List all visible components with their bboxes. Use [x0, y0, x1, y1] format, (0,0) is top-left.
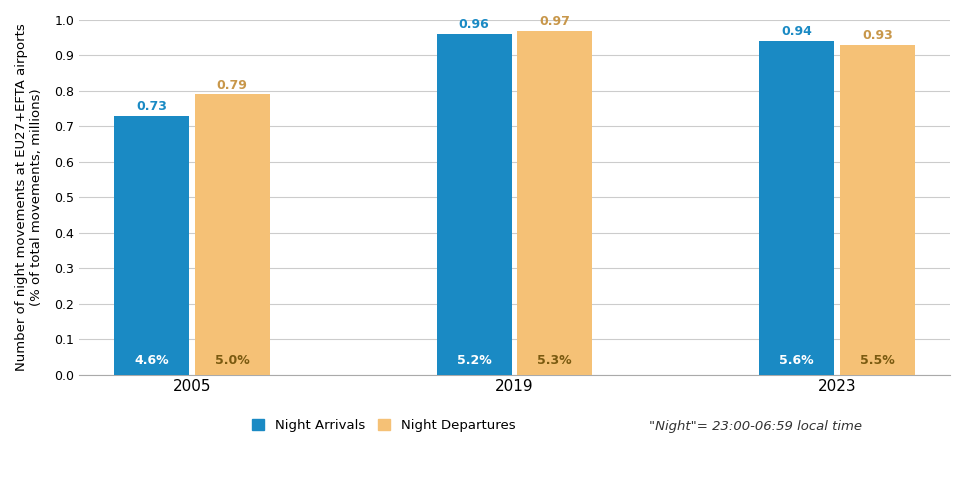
Bar	[436, 34, 511, 375]
Text: 0.73: 0.73	[136, 100, 167, 113]
Text: 0.96: 0.96	[458, 18, 489, 31]
Text: 0.97: 0.97	[539, 15, 570, 28]
Bar	[759, 41, 835, 375]
Text: 5.3%: 5.3%	[538, 354, 572, 367]
Text: 5.0%: 5.0%	[215, 354, 250, 367]
Text: 0.79: 0.79	[217, 79, 248, 92]
Bar	[840, 45, 915, 375]
Text: "Night"= 23:00-06:59 local time: "Night"= 23:00-06:59 local time	[649, 420, 863, 433]
Bar	[517, 30, 593, 375]
Bar	[195, 94, 270, 375]
Text: 5.5%: 5.5%	[860, 354, 895, 367]
Legend: Night Arrivals, Night Departures: Night Arrivals, Night Departures	[247, 413, 520, 437]
Y-axis label: Number of night movements at EU27+EFTA airports
(% of total movements, millions): Number of night movements at EU27+EFTA a…	[15, 24, 43, 371]
Text: 0.93: 0.93	[862, 29, 893, 42]
Text: 5.2%: 5.2%	[456, 354, 491, 367]
Text: 5.6%: 5.6%	[780, 354, 814, 367]
Bar	[114, 116, 189, 375]
Text: 0.94: 0.94	[782, 26, 813, 38]
Text: 4.6%: 4.6%	[134, 354, 169, 367]
